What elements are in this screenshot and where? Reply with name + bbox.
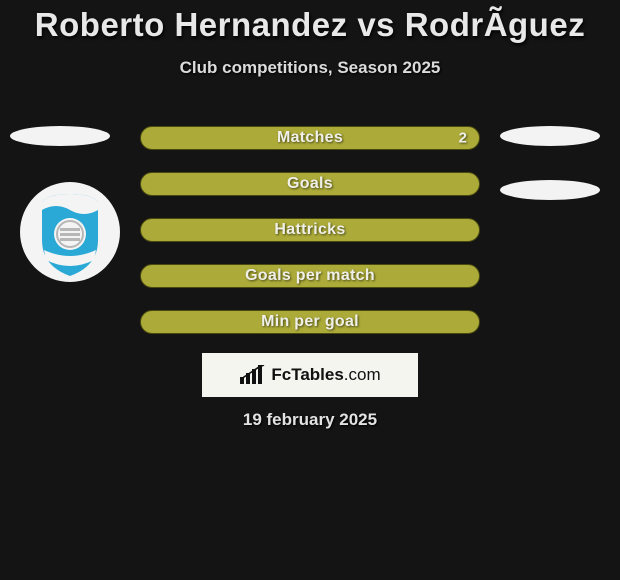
stat-row-hattricks: Hattricks bbox=[140, 218, 480, 242]
right-ellipse-1 bbox=[500, 126, 600, 146]
stat-row-matches: Matches 2 bbox=[140, 126, 480, 150]
stat-row-min_per_goal: Min per goal bbox=[140, 310, 480, 334]
right-ellipse-2 bbox=[500, 180, 600, 200]
brand-name: FcTables bbox=[271, 365, 343, 384]
stat-label: Min per goal bbox=[261, 313, 359, 331]
left-ellipse-1 bbox=[10, 126, 110, 146]
stat-label: Matches bbox=[277, 129, 343, 147]
stat-value: 2 bbox=[459, 130, 467, 147]
brand-box: FcTables.com bbox=[202, 353, 418, 397]
stat-label: Goals per match bbox=[245, 267, 375, 285]
brand-bars-icon bbox=[239, 365, 265, 385]
stat-label: Hattricks bbox=[274, 221, 345, 239]
club-crest bbox=[20, 180, 120, 284]
page-title: Roberto Hernandez vs RodrÃ­guez bbox=[0, 0, 620, 44]
stat-label: Goals bbox=[287, 175, 333, 193]
date-text: 19 february 2025 bbox=[0, 410, 620, 430]
stat-row-goals_per_match: Goals per match bbox=[140, 264, 480, 288]
subtitle: Club competitions, Season 2025 bbox=[0, 58, 620, 78]
brand-suffix: .com bbox=[344, 365, 381, 384]
stat-rows: Matches 2 Goals Hattricks Goals per match Min… bbox=[140, 126, 480, 356]
stat-row-goals: Goals bbox=[140, 172, 480, 196]
